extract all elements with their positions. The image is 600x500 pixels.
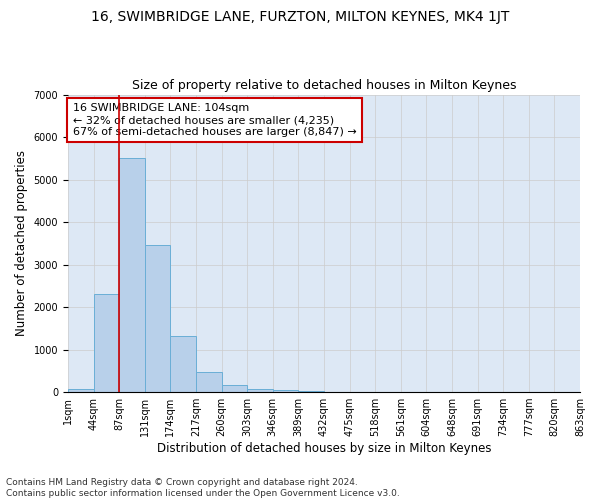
- Bar: [119, 158, 145, 392]
- Bar: [170, 336, 196, 392]
- Title: Size of property relative to detached houses in Milton Keynes: Size of property relative to detached ho…: [132, 79, 516, 92]
- Bar: [298, 391, 324, 392]
- Text: 16, SWIMBRIDGE LANE, FURZTON, MILTON KEYNES, MK4 1JT: 16, SWIMBRIDGE LANE, FURZTON, MILTON KEY…: [91, 10, 509, 24]
- Bar: [247, 388, 273, 392]
- Y-axis label: Number of detached properties: Number of detached properties: [15, 150, 28, 336]
- Bar: [273, 390, 298, 392]
- Text: Contains HM Land Registry data © Crown copyright and database right 2024.
Contai: Contains HM Land Registry data © Crown c…: [6, 478, 400, 498]
- Bar: [221, 386, 247, 392]
- Text: 16 SWIMBRIDGE LANE: 104sqm
← 32% of detached houses are smaller (4,235)
67% of s: 16 SWIMBRIDGE LANE: 104sqm ← 32% of deta…: [73, 104, 357, 136]
- X-axis label: Distribution of detached houses by size in Milton Keynes: Distribution of detached houses by size …: [157, 442, 491, 455]
- Bar: [94, 294, 119, 392]
- Bar: [145, 246, 170, 392]
- Bar: [68, 388, 94, 392]
- Bar: [196, 372, 221, 392]
